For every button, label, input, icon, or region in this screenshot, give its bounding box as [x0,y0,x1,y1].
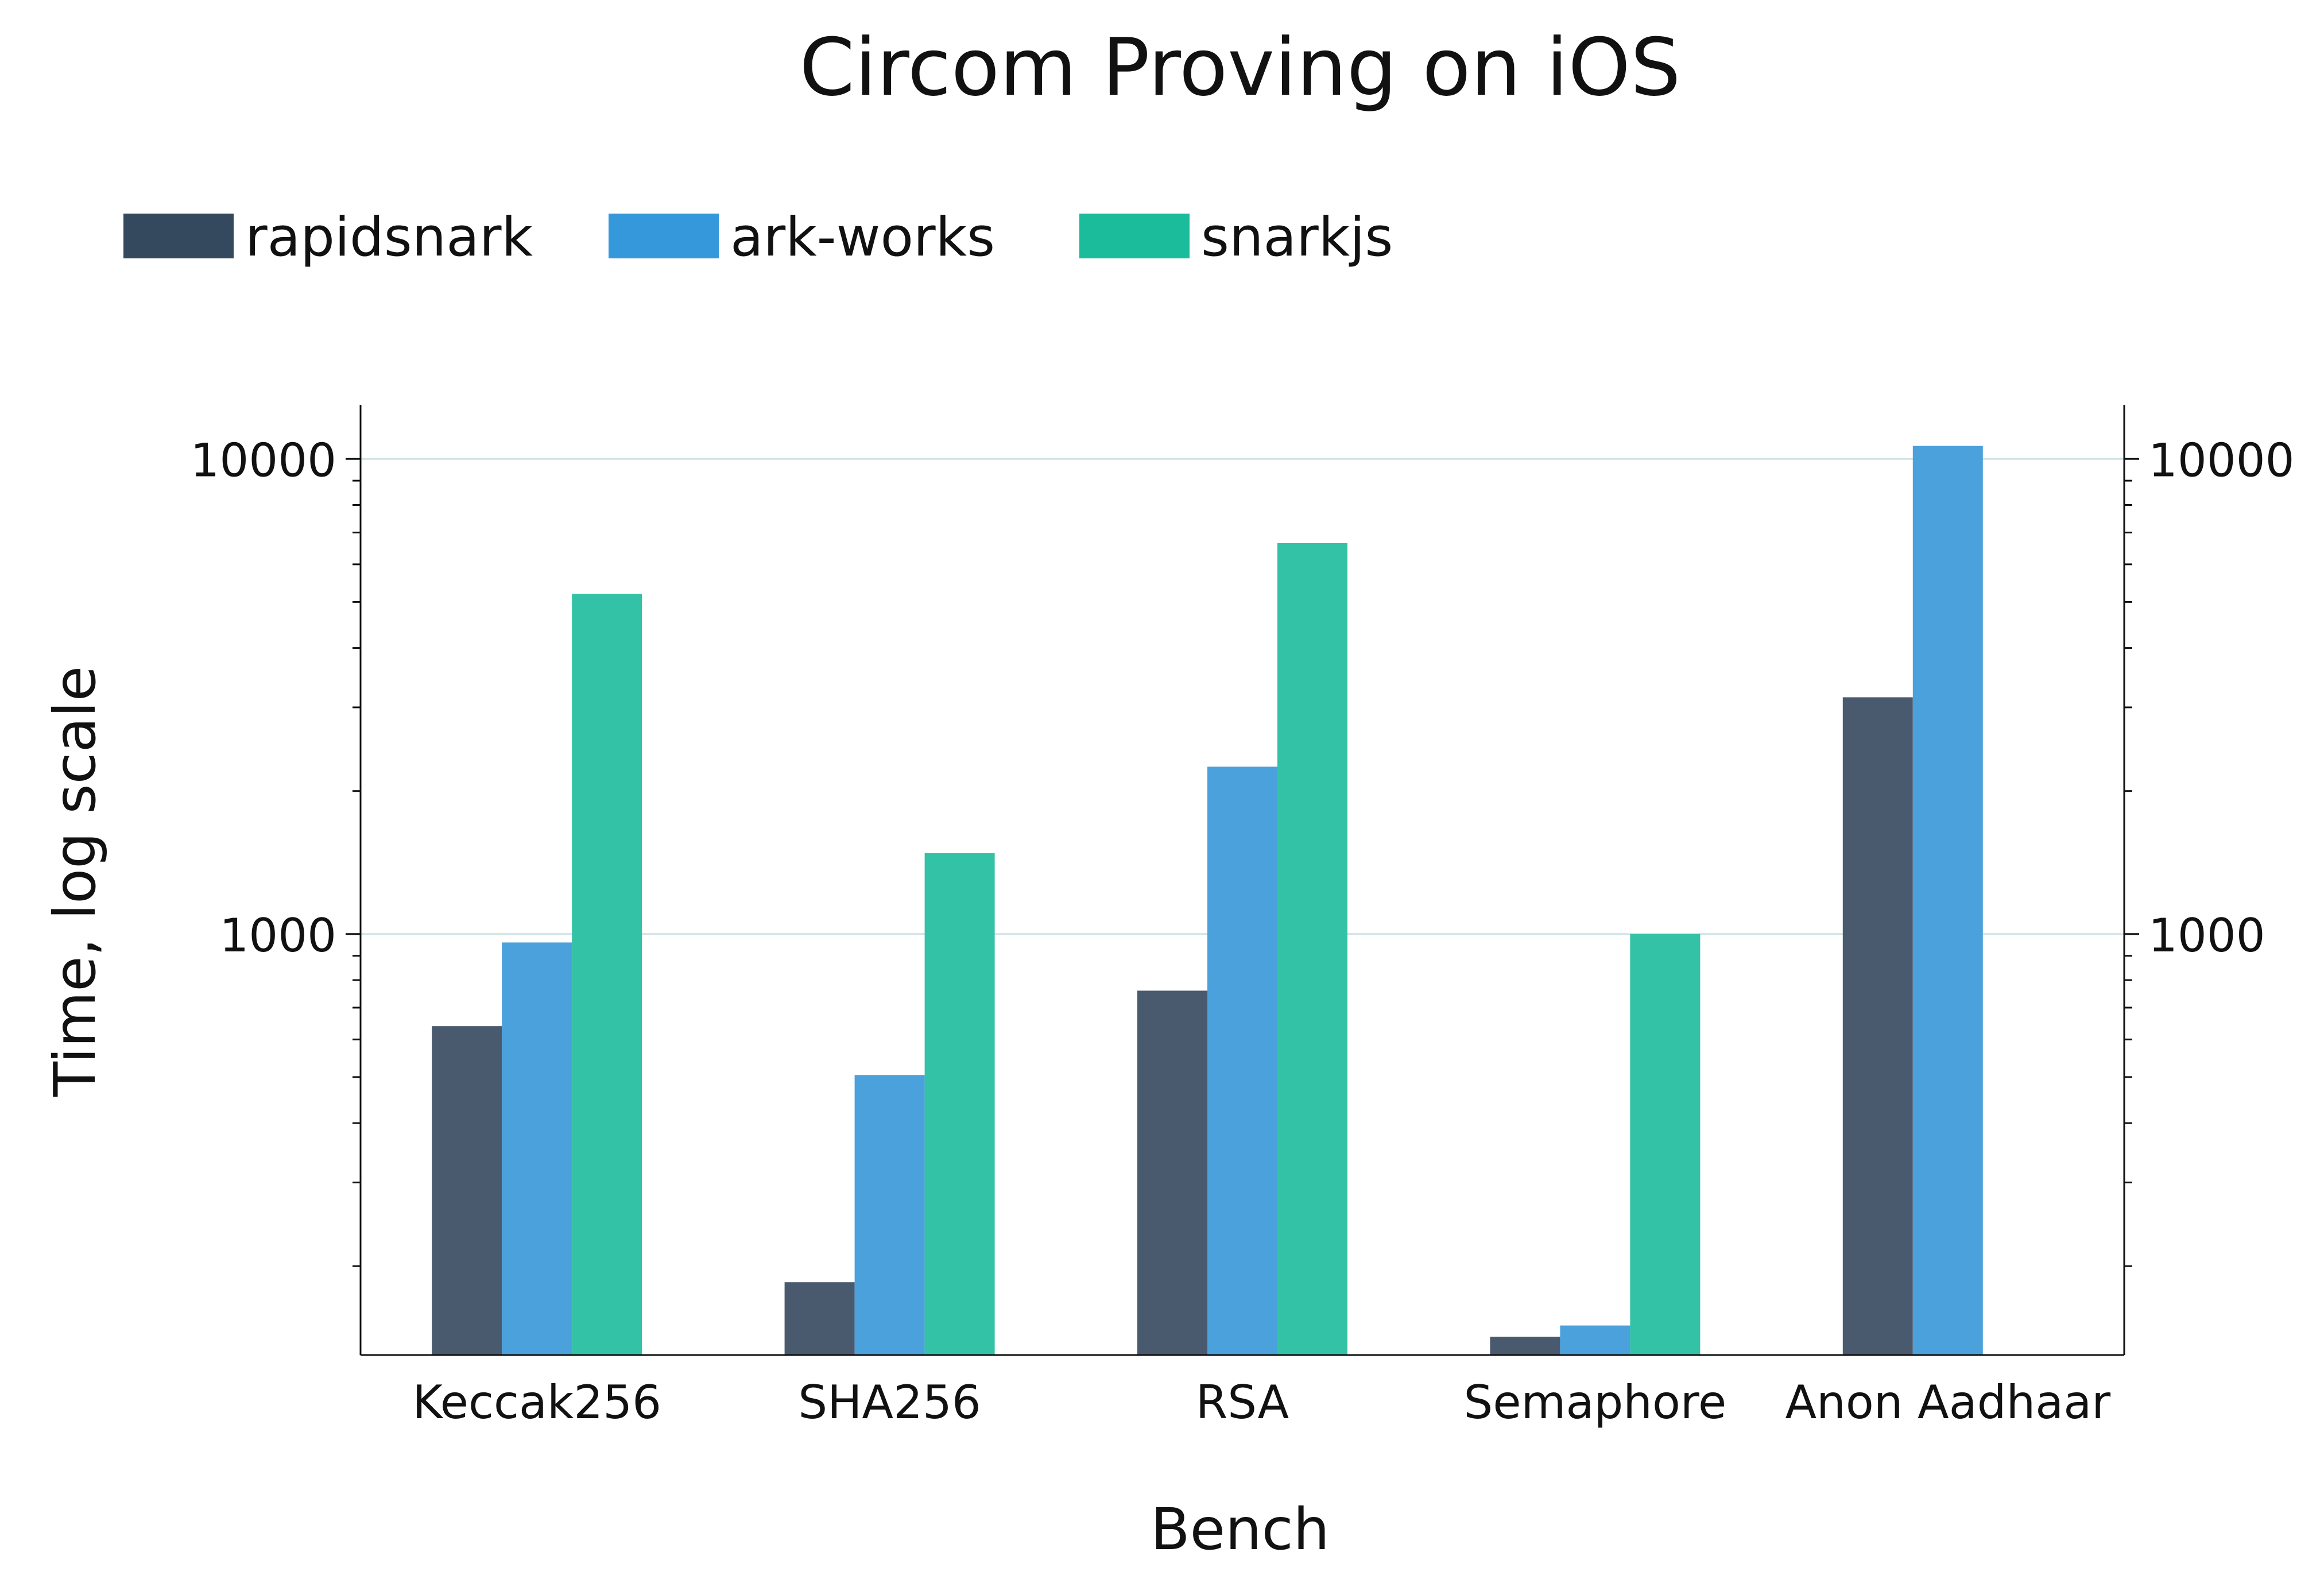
bar-rapidsnark-keccak256 [432,1026,502,1355]
legend-swatch-ark-works [609,214,719,258]
x-axis-ticks: Keccak256 SHA256 RSA Semaphore Anon Aadhaar [412,1376,2110,1429]
y-tick-label-right: 10000 [2148,433,2295,487]
bar-ark-works-semaphore [1560,1325,1630,1355]
bar-rapidsnark-semaphore [1490,1337,1560,1355]
legend-swatch-snarkjs [1079,214,1190,258]
legend-swatch-rapidsnark [123,214,234,258]
legend-label-snarkjs: snarkjs [1201,206,1393,269]
y-tick-label-left: 10000 [191,433,337,487]
x-tick-label: RSA [1196,1376,1289,1429]
bar-snarkjs-keccak256 [572,594,642,1355]
bar-snarkjs-rsa [1277,543,1347,1355]
x-tick-label: Semaphore [1464,1376,1727,1429]
bar-rapidsnark-anon-aadhaar [1842,697,1913,1355]
y-tick-label-left: 1000 [219,909,336,962]
bar-ark-works-sha256 [854,1075,925,1355]
bar-ark-works-keccak256 [502,942,572,1355]
bar-rapidsnark-sha256 [784,1282,855,1355]
x-tick-label: SHA256 [798,1376,981,1429]
x-tick-label: Keccak256 [412,1376,661,1429]
bar-snarkjs-semaphore [1630,934,1701,1355]
bar-snarkjs-sha256 [924,853,995,1355]
y-axis-ticks: 1000 1000 10000 10000 [191,433,2295,1267]
y-axis-label: Time, log scale [41,666,109,1097]
bar-ark-works-anon-aadhaar [1912,446,1983,1356]
chart-title: Circom Proving on iOS [799,21,1680,114]
bar-ark-works-rsa [1207,767,1277,1355]
axes [359,405,2125,1356]
legend-label-ark-works: ark-works [730,206,995,269]
x-axis-label: Bench [1151,1496,1330,1563]
y-tick-label-right: 1000 [2148,909,2265,962]
x-tick-label: Anon Aadhaar [1785,1376,2110,1429]
bar-rapidsnark-rsa [1137,990,1207,1355]
bars [432,446,1983,1356]
legend-label-rapidsnark: rapidsnark [245,206,533,269]
legend: rapidsnark ark-works snarkjs [123,206,1393,269]
